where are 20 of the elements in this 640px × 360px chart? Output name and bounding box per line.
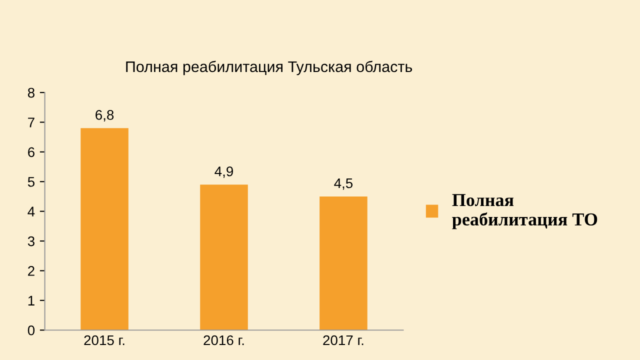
y-tick-label: 4 xyxy=(28,206,35,216)
legend-label: Полная реабилитация ТО xyxy=(452,194,598,230)
y-tick-label: 6 xyxy=(28,147,34,158)
x-tick-label: 2017 г. xyxy=(323,335,364,346)
x-tick-label: 2016 г. xyxy=(204,335,244,346)
y-tick-label: 2 xyxy=(28,266,34,276)
y-tick-label: 0 xyxy=(28,325,35,336)
y-tick-label: 8 xyxy=(28,88,34,98)
y-tick-label: 7 xyxy=(28,118,34,128)
text: 6,8 xyxy=(96,110,114,122)
bar xyxy=(320,196,368,330)
x-tick-label: 2015 г. xyxy=(84,335,124,346)
y-tick-label: 5 xyxy=(28,177,34,187)
bar xyxy=(80,128,128,330)
text: 4,9 xyxy=(214,166,233,178)
chart-title: Полная реабилитация Тульская область xyxy=(126,60,412,76)
bar xyxy=(200,184,248,330)
y-tick-label: 1 xyxy=(28,296,34,306)
text: 4,5 xyxy=(334,178,353,190)
y-tick-label: 3 xyxy=(28,236,34,246)
